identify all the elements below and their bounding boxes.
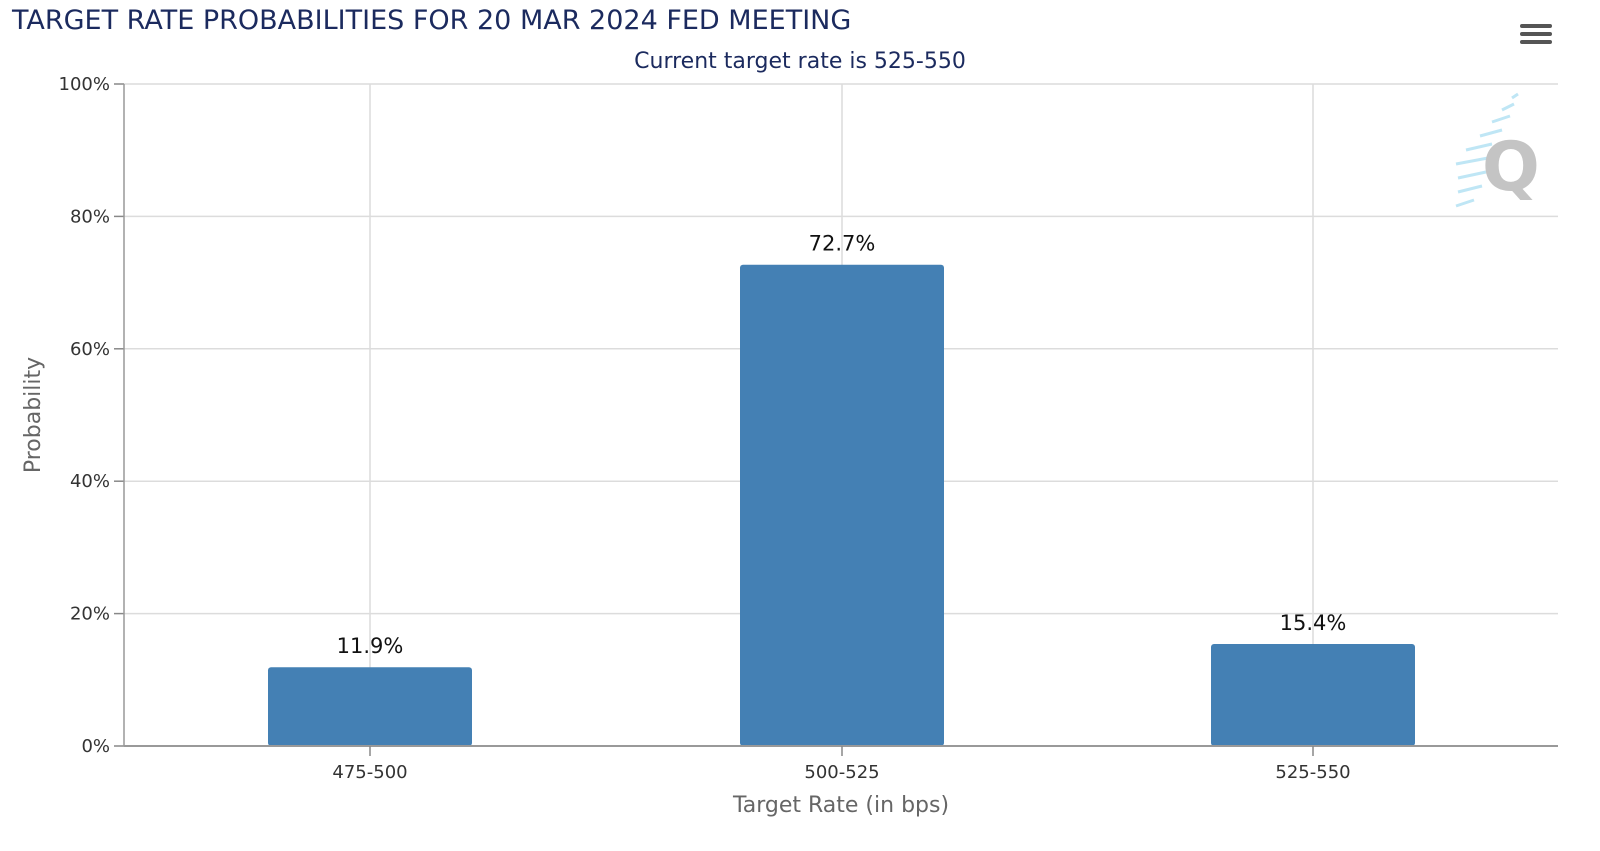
x-axis-title: Target Rate (in bps) (732, 793, 949, 818)
x-tick-label: 475-500 (332, 762, 407, 783)
bars (268, 264, 1415, 746)
bar-525-550[interactable] (1211, 644, 1415, 746)
x-tick-label: 525-550 (1275, 762, 1350, 783)
y-tick-label: 80% (70, 206, 110, 227)
chart-title: TARGET RATE PROBABILITIES FOR 20 MAR 202… (12, 5, 852, 36)
x-tick-label: 500-525 (804, 762, 879, 783)
y-axis-title: Probability (21, 357, 46, 473)
axes (114, 83, 1558, 756)
data-label: 72.7% (809, 232, 876, 256)
bar-475-500[interactable] (268, 667, 472, 746)
chart-subtitle: Current target rate is 525-550 (634, 49, 966, 74)
y-tick-label: 0% (81, 736, 110, 757)
hamburger-menu-icon[interactable] (1520, 24, 1552, 48)
y-tick-label: 40% (70, 471, 110, 492)
data-label: 15.4% (1280, 611, 1347, 635)
labels: 0% 20% 40% 60% 80% 100% 11.9% 475-500 72.7% 500-5… (59, 74, 1351, 783)
bar-500-525[interactable] (740, 264, 944, 746)
y-tick-label: 100% (59, 74, 110, 95)
data-label: 11.9% (337, 634, 404, 658)
y-tick-label: 20% (70, 604, 110, 625)
quikstrike-q-logo: Q (1455, 92, 1540, 208)
y-tick-label: 60% (70, 339, 110, 360)
svg-text:Q: Q (1482, 128, 1540, 207)
